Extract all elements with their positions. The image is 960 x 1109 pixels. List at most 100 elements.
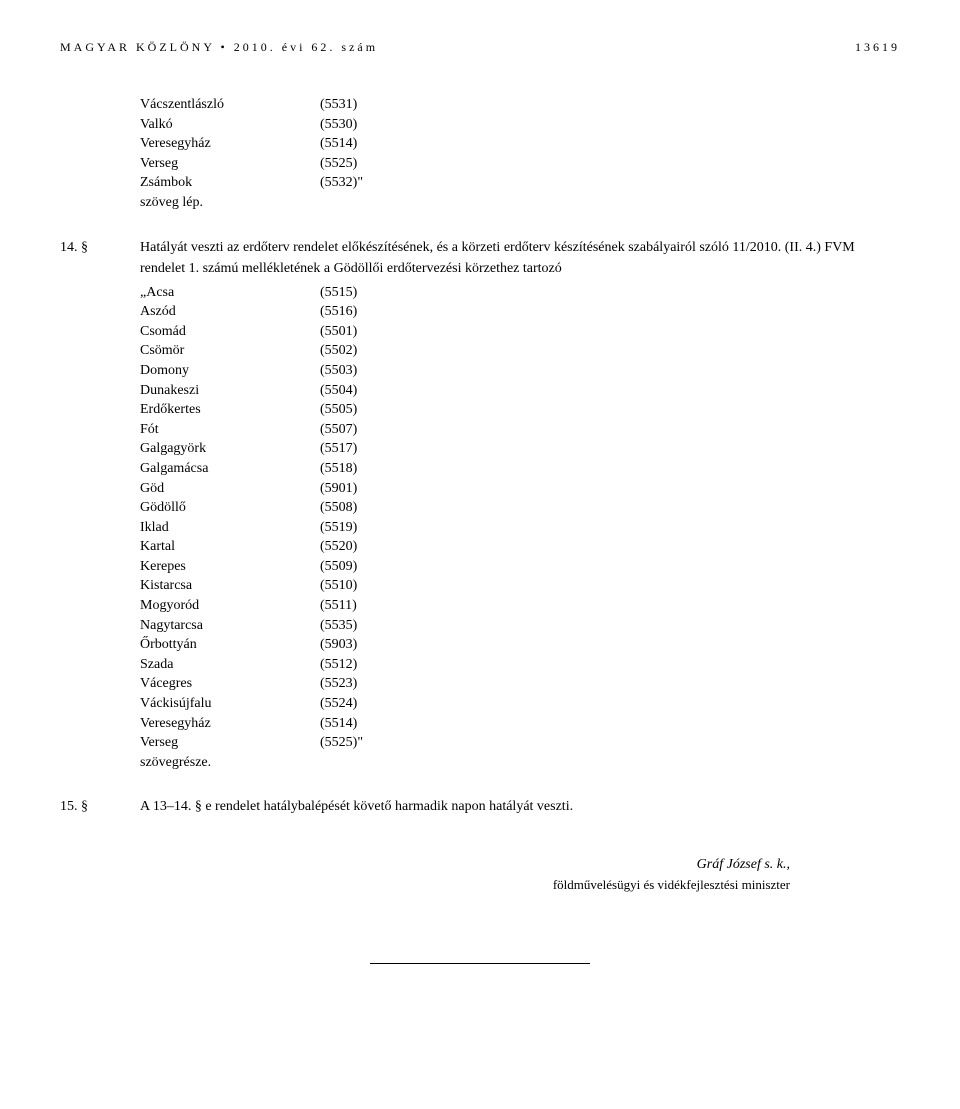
list-item-label: Szada: [140, 655, 320, 675]
list-item-value: (5516): [320, 302, 357, 322]
list-item-value: (5514): [320, 134, 357, 154]
list-footer: szöveg lép.: [140, 193, 900, 213]
list-item-label: Kartal: [140, 537, 320, 557]
list-item: Dunakeszi(5504): [140, 381, 900, 401]
list-item-value: (5505): [320, 400, 357, 420]
list-item: Göd(5901): [140, 479, 900, 499]
page-number: 13619: [855, 40, 900, 55]
list-item-value: (5901): [320, 479, 357, 499]
paragraph-15: 15. § A 13–14. § e rendelet hatálybalépé…: [60, 796, 900, 817]
list-item-value: (5509): [320, 557, 357, 577]
list-item-value: (5503): [320, 361, 357, 381]
list-item: Domony(5503): [140, 361, 900, 381]
paragraph-number: 14. §: [60, 237, 140, 258]
list-item: Vácszentlászló(5531): [140, 95, 900, 115]
list-item: Szada(5512): [140, 655, 900, 675]
list-item-label: Zsámbok: [140, 173, 320, 193]
signature-name: Gráf József s. k.,: [60, 857, 790, 873]
list-item-value: (5523): [320, 674, 357, 694]
list-item: Verseg(5525)": [140, 733, 900, 753]
list-item-value: (5532)": [320, 173, 363, 193]
list-footer: szövegrésze.: [140, 753, 900, 773]
list-item-value: (5511): [320, 596, 357, 616]
list-item: Fót(5507): [140, 420, 900, 440]
list-item-label: „Acsa: [140, 283, 320, 303]
list-item: Őrbottyán(5903): [140, 635, 900, 655]
list-item-label: Csomád: [140, 322, 320, 342]
list-item: Mogyoród(5511): [140, 596, 900, 616]
list-item-label: Csömör: [140, 341, 320, 361]
separator: [370, 963, 590, 964]
list-item-value: (5530): [320, 115, 357, 135]
list-item-value: (5520): [320, 537, 357, 557]
list-item-value: (5504): [320, 381, 357, 401]
list-item-value: (5507): [320, 420, 357, 440]
list-item: Valkó(5530): [140, 115, 900, 135]
list-item: Csömör(5502): [140, 341, 900, 361]
list-item-label: Kerepes: [140, 557, 320, 577]
paragraph-text: Hatályát veszti az erdőterv rendelet elő…: [140, 237, 900, 279]
list-item-value: (5515): [320, 283, 357, 303]
list-item-label: Verseg: [140, 733, 320, 753]
list-item: Iklad(5519): [140, 518, 900, 538]
list-item-label: Kistarcsa: [140, 576, 320, 596]
list-item: Erdőkertes(5505): [140, 400, 900, 420]
list-item: Váckisújfalu(5524): [140, 694, 900, 714]
list-item-value: (5514): [320, 714, 357, 734]
list-item: Zsámbok(5532)": [140, 173, 900, 193]
header-left: MAGYAR KÖZLÖNY • 2010. évi 62. szám: [60, 40, 378, 55]
list-item: Verseg(5525): [140, 154, 900, 174]
list-item-label: Domony: [140, 361, 320, 381]
list-item: Nagytarcsa(5535): [140, 616, 900, 636]
list-item: Gödöllő(5508): [140, 498, 900, 518]
paragraph-number: 15. §: [60, 796, 140, 817]
page-header: MAGYAR KÖZLÖNY • 2010. évi 62. szám 1361…: [60, 40, 900, 55]
list-item-value: (5531): [320, 95, 357, 115]
list-item-label: Őrbottyán: [140, 635, 320, 655]
paragraph-text: A 13–14. § e rendelet hatálybalépését kö…: [140, 796, 900, 817]
list-item-label: Vácszentlászló: [140, 95, 320, 115]
list-item-label: Iklad: [140, 518, 320, 538]
list-item-value: (5502): [320, 341, 357, 361]
list-2: „Acsa(5515)Aszód(5516)Csomád(5501)Csömör…: [140, 283, 900, 773]
list-item: „Acsa(5515): [140, 283, 900, 303]
list-item: Aszód(5516): [140, 302, 900, 322]
list-item-label: Fót: [140, 420, 320, 440]
list-item-label: Gödöllő: [140, 498, 320, 518]
list-item: Galgamácsa(5518): [140, 459, 900, 479]
list-footer-text: szövegrésze.: [140, 753, 320, 773]
list-item-label: Erdőkertes: [140, 400, 320, 420]
list-item: Kerepes(5509): [140, 557, 900, 577]
list-item-label: Dunakeszi: [140, 381, 320, 401]
list-item-value: (5508): [320, 498, 357, 518]
list-1: Vácszentlászló(5531)Valkó(5530)Veresegyh…: [140, 95, 900, 213]
list-item: Kartal(5520): [140, 537, 900, 557]
list-item-label: Verseg: [140, 154, 320, 174]
list-item-value: (5517): [320, 439, 357, 459]
list-item-label: Valkó: [140, 115, 320, 135]
list-item-value: (5535): [320, 616, 357, 636]
list-item: Kistarcsa(5510): [140, 576, 900, 596]
list-item: Vácegres(5523): [140, 674, 900, 694]
list-item-value: (5519): [320, 518, 357, 538]
list-item-label: Veresegyház: [140, 714, 320, 734]
list-item: Veresegyház(5514): [140, 134, 900, 154]
list-item-value: (5525): [320, 154, 357, 174]
list-item-label: Vácegres: [140, 674, 320, 694]
list-item-value: (5501): [320, 322, 357, 342]
list-item-label: Göd: [140, 479, 320, 499]
signature-block: Gráf József s. k., földművelésügyi és vi…: [60, 857, 900, 893]
list-item-value: (5903): [320, 635, 357, 655]
list-item-label: Mogyoród: [140, 596, 320, 616]
list-item-label: Galgagyörk: [140, 439, 320, 459]
list-footer-text: szöveg lép.: [140, 193, 320, 213]
list-item-label: Nagytarcsa: [140, 616, 320, 636]
list-item-value: (5510): [320, 576, 357, 596]
list-item-value: (5524): [320, 694, 357, 714]
list-item-label: Váckisújfalu: [140, 694, 320, 714]
list-item: Galgagyörk(5517): [140, 439, 900, 459]
list-item-label: Galgamácsa: [140, 459, 320, 479]
signature-title: földművelésügyi és vidékfejlesztési mini…: [60, 877, 790, 893]
paragraph-14: 14. § Hatályát veszti az erdőterv rendel…: [60, 237, 900, 279]
list-item-value: (5512): [320, 655, 357, 675]
